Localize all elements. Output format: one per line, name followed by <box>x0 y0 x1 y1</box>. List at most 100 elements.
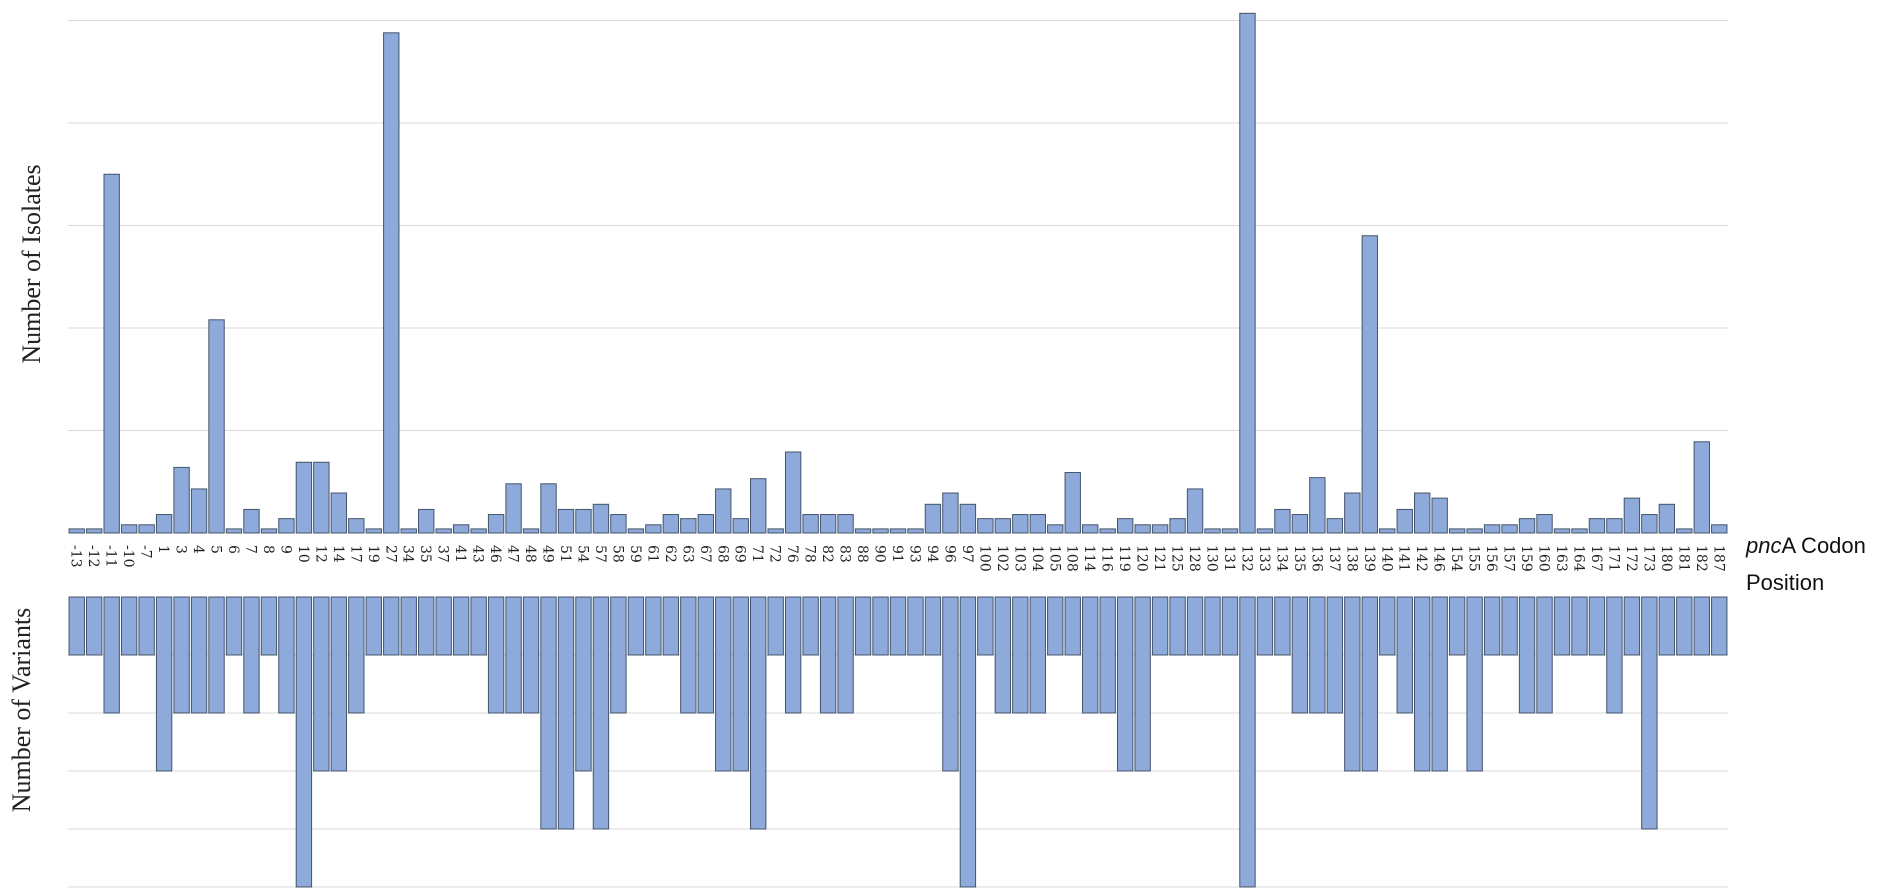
variants-bar-130 <box>1204 596 1221 656</box>
isolates-bar-71 <box>750 478 767 534</box>
variants-bar-133 <box>1256 596 1274 656</box>
variants-bar-93 <box>907 596 924 656</box>
variants-bar-48 <box>522 596 540 714</box>
isolates-bar-94 <box>924 503 942 534</box>
variants-bar-136 <box>1309 596 1326 714</box>
isolates-bar-142 <box>1414 492 1431 534</box>
variants-bar-4 <box>190 596 208 714</box>
isolates-bar-48 <box>522 528 540 534</box>
codon-tick-62: 62 <box>662 545 678 563</box>
isolates-bar-37 <box>435 528 452 534</box>
isolates-bar-35 <box>418 508 435 534</box>
variants-bar-114 <box>1082 596 1099 714</box>
variants-bar-72 <box>767 596 784 656</box>
variants-bar-116 <box>1099 596 1116 714</box>
variants-bar-88 <box>854 596 872 656</box>
codon-tick-68: 68 <box>714 545 730 563</box>
codon-tick-171: 171 <box>1605 545 1621 572</box>
variants-bar-68 <box>715 596 732 772</box>
variants-bar-138 <box>1344 596 1361 772</box>
variants-bar-105 <box>1047 596 1064 656</box>
isolates-bar-82 <box>819 514 837 534</box>
isolates-bar-43 <box>470 528 487 534</box>
variants-bar-171 <box>1606 596 1623 714</box>
codon-tick-17: 17 <box>347 545 363 563</box>
isolates-bar-68 <box>715 488 732 534</box>
variants-bar-5 <box>208 596 225 714</box>
codon-tick-131: 131 <box>1221 545 1237 572</box>
codon-tick-105: 105 <box>1046 545 1062 572</box>
isolates-bar-104 <box>1029 514 1046 534</box>
codon-tick-48: 48 <box>522 545 538 563</box>
codon-axis-label-italic: pnc <box>1745 533 1781 558</box>
variants-bar-10 <box>295 596 313 888</box>
variants-bar-57 <box>592 596 610 830</box>
isolates-bar-34 <box>400 528 417 534</box>
isolates-bar-141 <box>1396 508 1413 534</box>
isolates-bar-72 <box>767 528 784 534</box>
codon-axis-label-rest: A Codon <box>1781 533 1865 558</box>
isolates-bar-132 <box>1239 12 1256 534</box>
isolates-bar-172 <box>1623 497 1641 534</box>
variants-bar-156 <box>1483 596 1501 656</box>
isolates-bar-100 <box>977 518 994 534</box>
variants-bar-9 <box>278 596 295 714</box>
isolates-bar-41 <box>452 524 470 534</box>
codon-tick-182: 182 <box>1693 545 1709 572</box>
codon-tick-154: 154 <box>1448 545 1464 572</box>
isolates-bar-133 <box>1256 528 1274 534</box>
codon-tick-34: 34 <box>400 545 416 563</box>
codon-tick-37: 37 <box>435 545 451 563</box>
isolates-bar-103 <box>1012 514 1029 534</box>
variants-bar-146 <box>1431 596 1448 772</box>
isolates-bar-134 <box>1274 508 1291 534</box>
isolates-bar-6 <box>225 528 243 534</box>
variants-bar-12 <box>313 596 330 772</box>
variants-bar--12 <box>86 596 103 656</box>
variants-bar-140 <box>1379 596 1396 656</box>
codon-tick-187: 187 <box>1710 545 1726 572</box>
codon-tick-97: 97 <box>959 545 975 563</box>
isolates-bar-91 <box>889 528 907 534</box>
variants-bar-173 <box>1641 596 1658 830</box>
isolates-bar-136 <box>1309 477 1326 534</box>
variants-bar-180 <box>1658 596 1676 656</box>
codon-tick-82: 82 <box>819 545 835 563</box>
codon-tick-136: 136 <box>1308 545 1324 572</box>
codon-tick-46: 46 <box>487 545 503 563</box>
codon-tick-61: 61 <box>644 545 660 563</box>
isolates-bar-114 <box>1082 524 1099 534</box>
isolates-bar-97 <box>959 503 977 534</box>
codon-tick-35: 35 <box>417 545 433 563</box>
isolates-bar-139 <box>1361 235 1378 534</box>
codon-tick-133: 133 <box>1256 545 1272 572</box>
isolates-bar-160 <box>1536 514 1553 534</box>
variants-bar-120 <box>1134 596 1151 772</box>
codon-tick-51: 51 <box>557 545 573 563</box>
isolates-bar-116 <box>1099 528 1116 534</box>
variants-bar-59 <box>627 596 645 656</box>
variants-axis-label: Number of Variants <box>7 608 36 813</box>
codon-tick--11: -11 <box>103 545 119 568</box>
variants-bar-108 <box>1064 596 1081 656</box>
codon-tick-104: 104 <box>1029 545 1045 572</box>
variants-bar-69 <box>732 596 749 772</box>
codon-tick-132: 132 <box>1238 545 1254 572</box>
codon-tick-159: 159 <box>1518 545 1534 572</box>
codon-axis-label-line2: Position <box>1746 570 1824 595</box>
variants-bar-125 <box>1169 596 1186 656</box>
isolates-bar--13 <box>68 528 85 534</box>
isolates-bar--12 <box>86 528 103 534</box>
isolates-bar-182 <box>1693 441 1710 534</box>
codon-tick-76: 76 <box>784 545 800 563</box>
variants-bar-160 <box>1536 596 1553 714</box>
codon-tick-156: 156 <box>1483 545 1499 572</box>
codon-tick-1: 1 <box>155 545 171 554</box>
isolates-bar--10 <box>120 524 138 534</box>
isolates-bar-27 <box>383 32 400 534</box>
codon-tick-4: 4 <box>190 545 206 554</box>
variants-bar-27 <box>383 596 400 656</box>
codon-tick-140: 140 <box>1378 545 1394 572</box>
codon-tick-91: 91 <box>889 545 905 563</box>
